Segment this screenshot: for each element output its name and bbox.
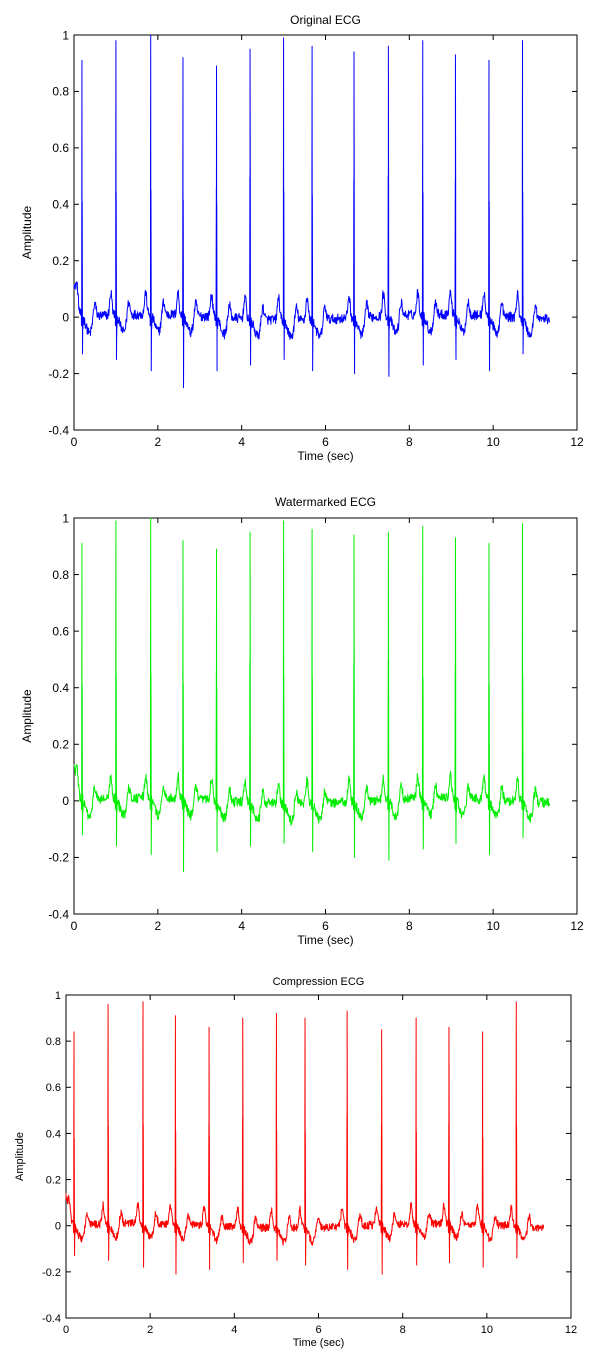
- compression-ecg-y-tick-label: -0.4: [42, 1313, 61, 1325]
- compression-ecg-x-tick-label: 4: [231, 1324, 237, 1336]
- original-ecg-y-tick-label: 0.4: [52, 198, 69, 212]
- watermarked-ecg-signal-line: [73, 517, 551, 873]
- watermarked-ecg-x-tick-label: 2: [154, 919, 161, 933]
- watermarked-ecg-x-tick-label: 4: [238, 919, 245, 933]
- watermarked-ecg-y-tick-label: -0.2: [48, 851, 69, 865]
- watermarked-ecg-y-tick-label: 0.8: [52, 568, 69, 582]
- watermarked-ecg-y-axis-label: Amplitude: [20, 689, 34, 743]
- compression-ecg-y-tick-label: 0.6: [46, 1082, 61, 1094]
- original-ecg-title: Original ECG: [290, 13, 361, 27]
- compression-ecg-x-tick-label: 8: [400, 1324, 406, 1336]
- watermarked-ecg-x-tick-label: 8: [406, 919, 413, 933]
- compression-ecg-x-tick-label: 2: [147, 1324, 153, 1336]
- compression-ecg-axes-frame: [65, 994, 572, 1319]
- original-ecg-signal-line: [73, 34, 551, 389]
- compression-ecg-x-tick-label: 0: [63, 1324, 69, 1336]
- watermarked-ecg-y-tick-label: -0.4: [48, 907, 69, 921]
- compression-ecg-y-axis-label: Amplitude: [14, 1132, 26, 1181]
- original-ecg-x-tick-label: 6: [322, 435, 329, 449]
- original-ecg-y-tick-label: 0.2: [52, 254, 69, 268]
- original-ecg-x-tick-label: 2: [154, 435, 161, 449]
- compression-ecg-x-tick-label: 12: [565, 1324, 577, 1336]
- watermarked-ecg-x-tick-label: 10: [486, 919, 500, 933]
- watermarked-ecg-x-tick-label: 6: [322, 919, 329, 933]
- compression-ecg-title: Compression ECG: [273, 976, 365, 988]
- compression-ecg-y-tick-label: 0.2: [46, 1175, 61, 1187]
- watermarked-ecg-panel: Watermarked ECG 0 2 4 6 8 10 12 -0.4 -0.2 0 0.2 0.4 0…: [20, 495, 584, 947]
- watermarked-ecg-y-tick-label: 0: [62, 794, 69, 808]
- original-ecg-axes-frame: [73, 34, 578, 431]
- compression-ecg-y-tick-label: 0.4: [46, 1128, 61, 1140]
- original-ecg-x-tick-label: 8: [406, 435, 413, 449]
- original-ecg-x-tick-label: 0: [71, 435, 78, 449]
- compression-ecg-y-tick-label: 1: [55, 990, 61, 1002]
- compression-ecg-x-tick-label: 10: [481, 1324, 493, 1336]
- watermarked-ecg-y-tick-label: 0.4: [52, 681, 69, 695]
- compression-ecg-y-tick-label: 0: [55, 1221, 61, 1233]
- original-ecg-x-tick-label: 10: [486, 435, 500, 449]
- original-ecg-x-tick-label: 12: [570, 435, 584, 449]
- original-ecg-y-tick-label: 1: [62, 28, 69, 42]
- watermarked-ecg-title: Watermarked ECG: [275, 495, 376, 509]
- watermarked-ecg-y-tick-label: 0.6: [52, 624, 69, 638]
- original-ecg-y-tick-label: 0.8: [52, 85, 69, 99]
- original-ecg-y-tick-label: -0.2: [48, 367, 69, 381]
- watermarked-ecg-x-axis-label: Time (sec): [297, 933, 353, 947]
- compression-ecg-x-axis-label: Time (sec): [293, 1337, 345, 1349]
- original-ecg-y-axis-label: Amplitude: [20, 206, 34, 260]
- watermarked-ecg-y-tick-label: 1: [62, 511, 69, 525]
- compression-ecg-y-tick-label: 0.8: [46, 1036, 61, 1048]
- compression-ecg-panel: Compression ECG 0 2 4 6 8 10 12 -0.4 -0.2 0 0.2 0.4 0…: [14, 976, 577, 1349]
- original-ecg-panel: Original ECG 0 2 4 6 8 10 12 -0.4 -0.2 0 0.2 0.4 0.6 0…: [20, 13, 584, 463]
- original-ecg-x-axis-label: Time (sec): [297, 449, 353, 463]
- original-ecg-y-tick-label: 0.6: [52, 141, 69, 155]
- original-ecg-x-tick-label: 4: [238, 435, 245, 449]
- watermarked-ecg-x-tick-label: 12: [570, 919, 584, 933]
- watermarked-ecg-axes-frame: [73, 517, 578, 915]
- original-ecg-y-tick-label: -0.4: [48, 423, 69, 437]
- compression-ecg-x-tick-label: 6: [315, 1324, 321, 1336]
- original-ecg-y-tick-label: 0: [62, 310, 69, 324]
- watermarked-ecg-y-tick-label: 0.2: [52, 738, 69, 752]
- watermarked-ecg-x-tick-label: 0: [71, 919, 78, 933]
- compression-ecg-signal-line: [65, 1001, 545, 1275]
- compression-ecg-y-tick-label: -0.2: [42, 1267, 61, 1279]
